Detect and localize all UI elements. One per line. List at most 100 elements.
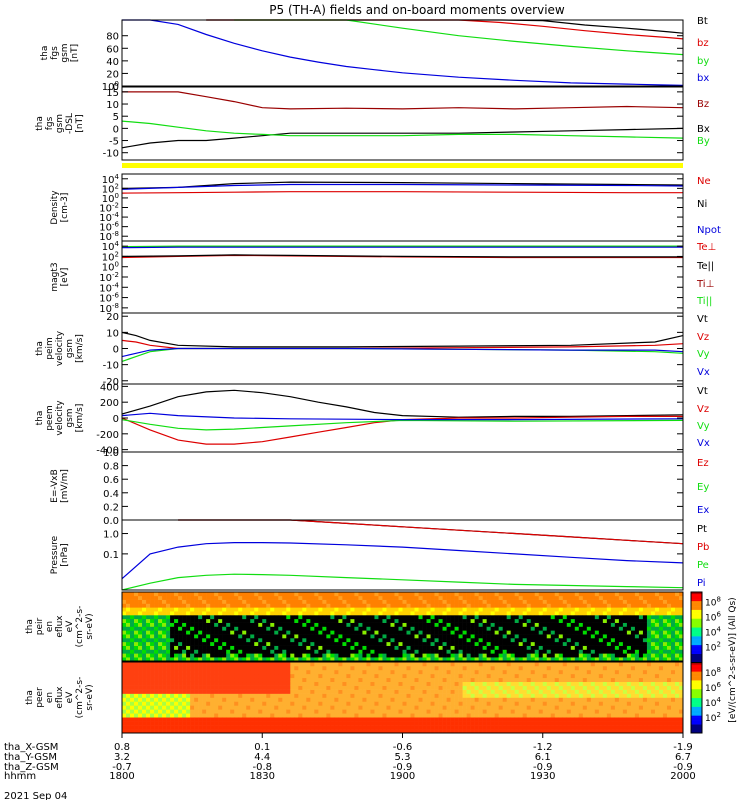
spectrogram-cell [266,622,271,627]
spectrogram-cell [138,677,143,683]
spectrogram-cell [434,729,439,734]
spectrogram-cell [266,657,271,662]
spectrogram-cell [442,657,447,662]
spectrogram-cell [154,653,159,658]
spectrogram-cell [606,677,612,683]
spectrogram-cell [578,709,584,714]
spectrogram-cell [570,595,576,600]
spectrogram-cell [242,717,247,722]
spectrogram-cell [194,677,199,683]
spectrogram-cell [398,693,403,698]
spectrogram-cell [178,689,183,694]
spectrogram-cell [274,705,279,710]
spectrogram-cell [590,603,596,608]
spectrogram-cell [346,717,351,722]
spectrogram-cell [506,677,511,683]
spectrogram-cell [250,595,255,600]
spectrogram-cell [210,693,215,698]
spectrogram-cell [150,634,155,639]
spectrogram-cell [274,729,279,734]
spectrogram-cell [570,669,576,675]
spectrogram-cell [586,603,592,608]
spectrogram-cell [546,697,552,702]
spectrogram-cell [438,697,443,702]
spectrogram-cell [382,669,387,675]
spectrogram-cell [166,729,171,734]
spectrogram-cell [602,630,608,635]
spectrogram-cell [466,649,471,654]
spectrogram-cell [126,721,131,726]
spectrogram-cell [582,634,588,639]
spectrogram-cell [234,729,239,734]
spectrogram-cell [470,638,475,643]
spectrogram-cell [174,641,179,646]
legend-peim_velocity-3: Vx [697,367,710,378]
y-tick-label: 1.0 [103,530,119,541]
spectrogram-cell [462,729,467,734]
spectrogram-cell [250,592,255,597]
spectrogram-cell [402,677,407,683]
spectrogram-cell [330,717,335,722]
spectrogram-cell [354,599,359,604]
spectrogram-cell [410,657,415,662]
spectrogram-cell [502,641,507,646]
spectrogram-cell [162,592,167,597]
spectrogram-cell [574,721,580,726]
spectrogram-cell [514,653,520,658]
spectrogram-cell [154,592,159,597]
spectrogram-cell [146,615,151,620]
spectrogram-cell [250,653,255,658]
spectrogram-cell [270,630,275,635]
spectrogram-cell [410,662,415,667]
spectrogram-cell [398,618,403,623]
spectrogram-cell [270,681,275,686]
spectrogram-cell [286,705,291,710]
spectrogram-cell [454,611,459,616]
spectrogram-cell [598,693,604,698]
spectrogram-cell [274,665,279,671]
spectrogram-cell [558,697,564,702]
spectrogram-cell [210,645,215,650]
spectrogram-cell [250,615,255,620]
spectrogram-cell [442,622,447,627]
spectrogram-cell [678,641,684,646]
spectrogram-cell [474,721,479,726]
spectrogram-cell [574,618,580,623]
spectrogram-cell [534,622,540,627]
spectrogram-cell [382,649,387,654]
spectrogram-cell [454,638,459,643]
spectrogram-cell [302,677,307,683]
spectrogram-cell [346,677,351,683]
spectrogram-cell [422,665,427,671]
spectrogram-cell [190,630,195,635]
spectrogram-cell [498,665,503,671]
spectrogram-cell [462,721,467,726]
spectrogram-cell [370,649,375,654]
spectrogram-cell [614,603,620,608]
spectrogram-cell [474,713,479,718]
spectrogram-cell [170,662,175,667]
spectrogram-cell [614,626,620,631]
spectrogram-cell [166,653,171,658]
spectrogram-cell [570,721,576,726]
spectrogram-cell [606,701,612,706]
spectrogram-cell [518,630,524,635]
spectrogram-cell [554,662,560,667]
spectrogram-cell [470,618,475,623]
spectrogram-cell [246,665,251,671]
spectrogram-cell [342,603,347,608]
spectrogram-cell [298,721,303,726]
spectrogram-cell [306,717,311,722]
spectrogram-cell [266,725,271,730]
spectrogram-cell [566,622,572,627]
spectrogram-cell [566,595,572,600]
spectrogram-cell [602,713,608,718]
spectrogram-cell [346,705,351,710]
spectrogram-cell [574,705,580,710]
spectrogram-cell [410,641,415,646]
spectrogram-cell [146,641,151,646]
spectrogram-cell [158,713,163,718]
spectrogram-cell [614,673,620,679]
spectrogram-cell [474,634,479,639]
spectrogram-cell [322,673,327,679]
